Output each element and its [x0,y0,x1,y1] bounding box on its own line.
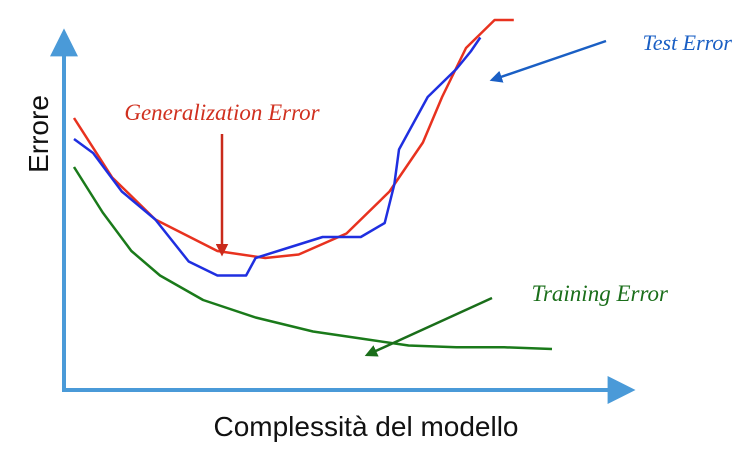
annotation-generalization-error: Generalization Error [124,100,320,125]
annotation-arrow-training [364,296,493,357]
y-axis-label: Errore [23,95,54,173]
line-training-error [72,166,553,351]
line-test-error [73,36,482,277]
series-lines [72,18,553,351]
annotation-training-error: Training Error [531,281,669,306]
line-generalization-error [72,18,514,260]
annotation-test-error: Test Error [643,30,733,55]
x-axis-label: Complessità del modello [213,411,518,442]
annotation-arrow-test [489,39,607,83]
